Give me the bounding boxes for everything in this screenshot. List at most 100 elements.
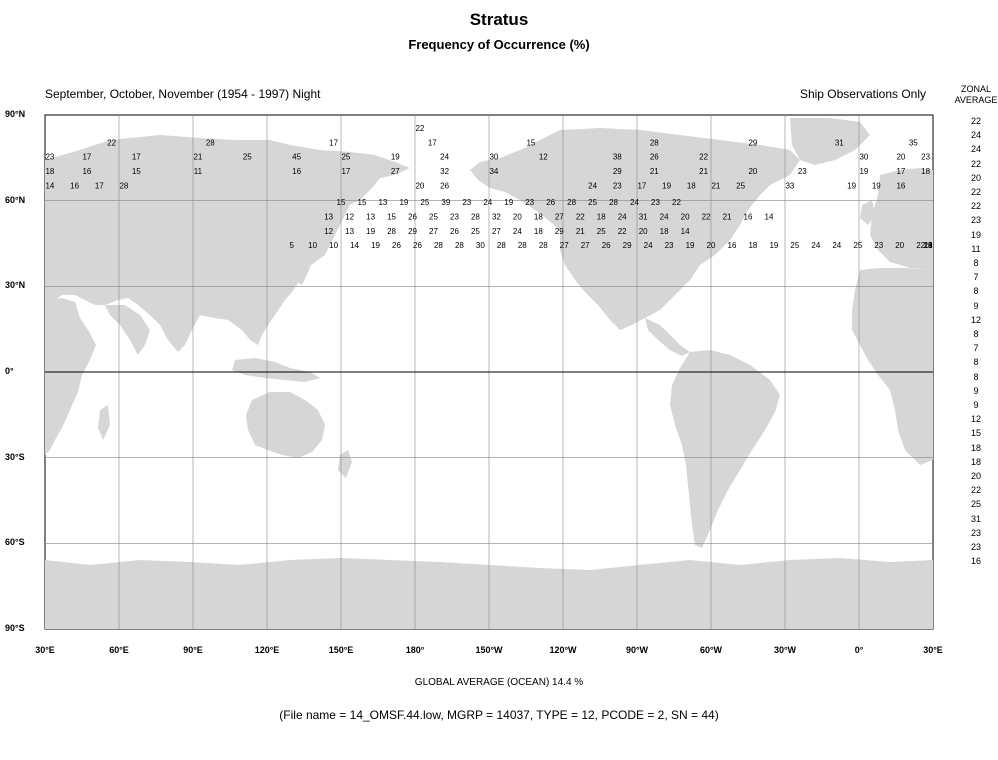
lon-tick-label: 60°W bbox=[699, 645, 723, 655]
cell-value: 26 bbox=[392, 241, 401, 250]
cell-value: 17 bbox=[428, 138, 437, 147]
cell-value: 19 bbox=[366, 227, 375, 236]
cell-value: 24 bbox=[644, 241, 653, 250]
cell-value: 19 bbox=[769, 241, 778, 250]
cell-value: 28 bbox=[471, 213, 480, 222]
cell-value: 17 bbox=[329, 138, 338, 147]
cell-value: 24 bbox=[618, 213, 627, 222]
cell-value: 20 bbox=[513, 213, 522, 222]
zonal-average-value: 25 bbox=[970, 499, 981, 510]
lat-tick-label: 60°S bbox=[5, 537, 25, 548]
cell-value: 24 bbox=[440, 153, 449, 162]
cell-value: 28 bbox=[206, 138, 215, 147]
land-north-america bbox=[470, 128, 800, 330]
cell-value: 14 bbox=[350, 241, 359, 250]
land-new-zealand bbox=[338, 450, 352, 478]
zonal-average-value: 20 bbox=[970, 471, 981, 481]
zonal-average-value: 8 bbox=[973, 329, 979, 339]
cell-value: 20 bbox=[681, 213, 690, 222]
cell-value: 26 bbox=[450, 227, 459, 236]
land-japan bbox=[295, 255, 310, 285]
zonal-average-value: 22 bbox=[970, 187, 981, 197]
zonal-average-value: 8 bbox=[973, 357, 979, 368]
cell-value: 20 bbox=[895, 241, 904, 250]
cell-value: 19 bbox=[859, 167, 868, 176]
cell-value: 20 bbox=[748, 167, 757, 176]
cell-value: 18 bbox=[660, 227, 669, 236]
cell-value: 18 bbox=[748, 241, 757, 250]
lat-tick-label: 30°N bbox=[5, 280, 26, 291]
zonal-average-value: 22 bbox=[970, 201, 981, 212]
cell-value: 23 bbox=[450, 213, 459, 222]
cell-value: 25 bbox=[790, 241, 799, 250]
cell-value: 28 bbox=[539, 241, 548, 250]
cell-value: 25 bbox=[597, 227, 606, 236]
cell-value: 19 bbox=[924, 241, 933, 250]
cell-value: 16 bbox=[82, 167, 91, 176]
cell-value: 26 bbox=[650, 153, 659, 162]
cell-value: 13 bbox=[345, 227, 354, 236]
cell-value: 29 bbox=[623, 241, 632, 250]
zonal-average-value: 16 bbox=[970, 556, 981, 567]
cell-value: 21 bbox=[576, 227, 585, 236]
cell-value: 25 bbox=[736, 181, 745, 190]
cell-value: 15 bbox=[358, 198, 367, 207]
cell-value: 24 bbox=[630, 198, 639, 207]
cell-value: 15 bbox=[526, 138, 535, 147]
cell-value: 23 bbox=[462, 198, 471, 207]
cell-value: 25 bbox=[471, 227, 480, 236]
cell-value: 38 bbox=[613, 153, 622, 162]
cell-value: 11 bbox=[194, 167, 203, 176]
cell-value: 12 bbox=[539, 153, 548, 162]
cell-value: 26 bbox=[546, 198, 555, 207]
cell-value: 12 bbox=[345, 213, 354, 222]
zonal-average-value: 22 bbox=[970, 158, 981, 169]
source-label: Ship Observations Only bbox=[799, 87, 926, 101]
cell-value: 24 bbox=[588, 181, 597, 190]
cell-value: 31 bbox=[835, 138, 844, 147]
lon-tick-label: 150°W bbox=[475, 645, 503, 655]
land-australia bbox=[246, 392, 325, 458]
land-eurasia bbox=[45, 135, 410, 352]
zonal-average-value: 23 bbox=[970, 527, 981, 538]
cell-value: 18 bbox=[597, 213, 606, 222]
cell-value: 22 bbox=[415, 124, 424, 133]
zonal-heading-line1: ZONAL bbox=[960, 84, 991, 94]
cell-value: 18 bbox=[534, 213, 543, 222]
cell-value: 25 bbox=[420, 198, 429, 207]
lon-tick-label: 30°E bbox=[35, 645, 55, 655]
zonal-average-value: 8 bbox=[973, 286, 979, 297]
cell-value: 22 bbox=[699, 153, 708, 162]
cell-value: 5 bbox=[289, 241, 294, 250]
cell-value: 28 bbox=[567, 198, 576, 207]
cell-value: 21 bbox=[924, 241, 933, 250]
global-average: GLOBAL AVERAGE (OCEAN) 14.4 % bbox=[414, 677, 584, 688]
cell-value: 29 bbox=[748, 138, 757, 147]
lon-tick-label: 150°E bbox=[328, 645, 354, 655]
cell-value: 24 bbox=[483, 198, 492, 207]
lat-tick-label: 90°S bbox=[5, 623, 25, 633]
cell-value: 16 bbox=[728, 241, 737, 250]
cell-value: 28 bbox=[497, 241, 506, 250]
cell-value: 32 bbox=[440, 167, 449, 176]
cell-value: 15 bbox=[387, 213, 396, 222]
cell-value: 18 bbox=[45, 167, 54, 176]
cell-value: 22 bbox=[618, 227, 627, 236]
cell-value: 24 bbox=[513, 227, 522, 236]
zonal-average-value: 12 bbox=[970, 414, 981, 425]
zonal-average-value: 31 bbox=[970, 513, 981, 524]
cell-value: 25 bbox=[853, 241, 862, 250]
lon-tick-label: 60°E bbox=[109, 645, 129, 655]
cell-value: 29 bbox=[408, 227, 417, 236]
cell-value: 18 bbox=[534, 227, 543, 236]
cell-value: 19 bbox=[504, 198, 513, 207]
cell-value: 22 bbox=[916, 241, 925, 250]
cell-value: 19 bbox=[662, 181, 671, 190]
zonal-average-value: 12 bbox=[970, 314, 981, 325]
cell-value: 20 bbox=[415, 181, 424, 190]
cell-value: 16 bbox=[896, 181, 905, 190]
cell-value: 27 bbox=[555, 213, 564, 222]
cell-value: 26 bbox=[413, 241, 422, 250]
cell-value: 22 bbox=[576, 213, 585, 222]
